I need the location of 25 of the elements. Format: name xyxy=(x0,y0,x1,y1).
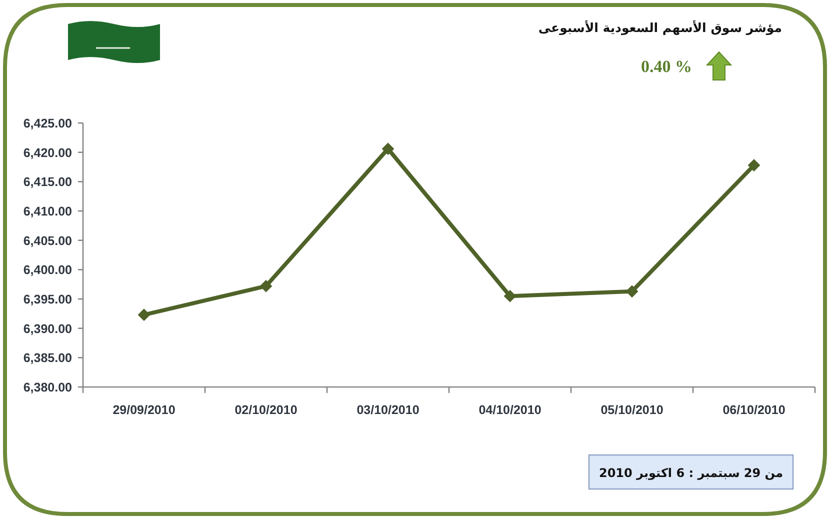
text: من 29 سبتمبر : 6 اكتوبر 2010 xyxy=(598,466,784,480)
y-tick-label: 6,415.00 xyxy=(23,175,72,190)
y-tick-label: 6,385.00 xyxy=(23,351,72,366)
point xyxy=(138,308,150,321)
point xyxy=(382,142,394,155)
chart-title: مؤشر سوق الأسهم السعودية الأسبوعى xyxy=(538,20,782,36)
point xyxy=(748,159,760,172)
point xyxy=(260,280,272,292)
y-tick-label: 6,410.00 xyxy=(23,204,72,218)
x-tick-label: 05/10/2010 xyxy=(600,403,664,417)
x-tick-label: 06/10/2010 xyxy=(722,403,786,417)
x-tick-label: 03/10/2010 xyxy=(356,403,420,417)
x-tick-label: 29/09/2010 xyxy=(112,403,176,417)
x-tick-label: 02/10/2010 xyxy=(234,403,298,417)
y-tick-label: 6,400.00 xyxy=(23,263,72,278)
y-tick-label: 6,380.00 xyxy=(23,380,72,394)
y-tick-label: 6,395.00 xyxy=(23,292,72,306)
x-tick-label: 04/10/2010 xyxy=(478,403,542,417)
point xyxy=(626,285,638,298)
y-tick-label: 6,420.00 xyxy=(23,146,72,160)
y-tick-label: 6,405.00 xyxy=(23,234,72,248)
y-tick-label: 6,425.00 xyxy=(23,116,72,130)
text: 0.40 % xyxy=(641,57,692,76)
point xyxy=(504,290,516,302)
y-tick-label: 6,390.00 xyxy=(23,322,72,336)
